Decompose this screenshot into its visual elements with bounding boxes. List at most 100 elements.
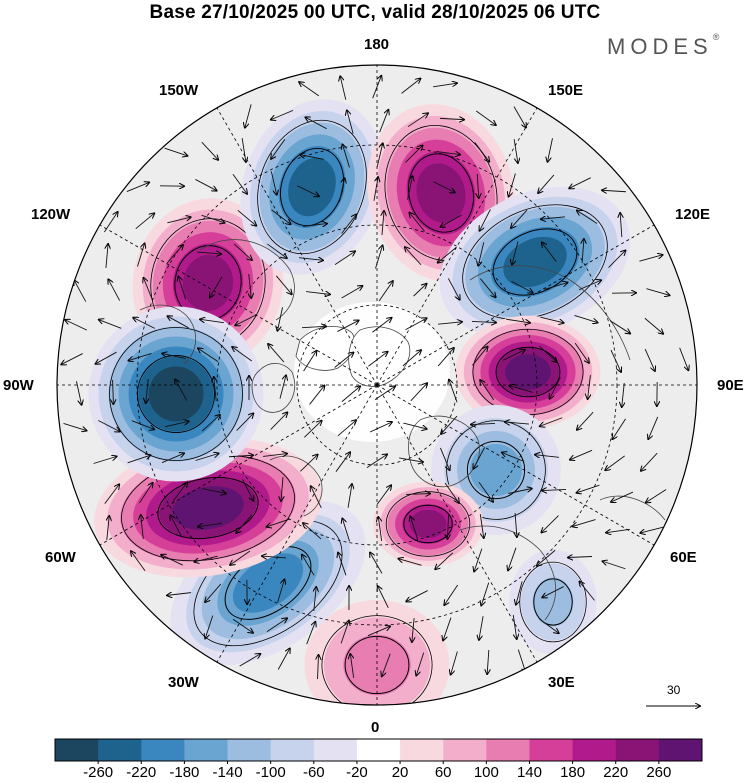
wind-arrow (646, 288, 669, 296)
wind-arrow (378, 517, 383, 541)
wind-arrow (609, 320, 630, 334)
wind-arrow (99, 320, 122, 329)
colorbar-swatch (486, 739, 530, 761)
wind-arrow (299, 82, 320, 97)
wind-arrow (304, 421, 321, 438)
wind-arrow (382, 211, 384, 235)
wind-arrow (106, 244, 108, 268)
wind-arrow (438, 322, 462, 324)
wind-arrow (474, 548, 483, 572)
wind-arrow (168, 316, 189, 329)
colorbar-swatch (400, 739, 444, 761)
wind-arrow (447, 278, 459, 299)
wind-arrow (63, 423, 87, 430)
wind-vectors (61, 76, 688, 680)
wind-arrow (214, 377, 216, 401)
lon-label-180: 180 (364, 36, 390, 53)
wind-arrow (603, 561, 626, 570)
wind-arrow (542, 489, 567, 490)
brand-name: MODES (607, 34, 713, 59)
wind-arrow (300, 155, 324, 160)
anomaly-trough-caspian (509, 549, 597, 655)
wind-arrow (582, 239, 584, 263)
meridian-line (376, 107, 538, 386)
wind-arrow (167, 593, 191, 596)
wind-arrow (612, 418, 626, 439)
wind-arrow (341, 386, 360, 403)
wind-arrow (210, 276, 223, 298)
wind-arrow (305, 117, 327, 130)
latitude-circle (216, 224, 538, 546)
wind-arrow (337, 320, 358, 332)
wind-arrow (270, 412, 288, 430)
colorbar-tick-label: 100 (473, 764, 499, 781)
wind-arrow (516, 581, 523, 604)
colorbar-swatch (443, 739, 487, 761)
wind-arrow (541, 217, 565, 219)
wind-arrow (347, 484, 352, 508)
wind-arrow (648, 416, 659, 439)
wind-arrow (538, 345, 557, 362)
wind-arrow (405, 247, 422, 266)
colorbar-tick-label: -220 (126, 764, 157, 781)
colorbar-tick-label: -60 (302, 764, 325, 781)
wind-arrow (335, 452, 350, 472)
isoline (157, 476, 259, 540)
wind-arrow (569, 177, 591, 189)
wind-arrow (568, 556, 593, 557)
wind-arrow (230, 550, 251, 565)
wind-arrow (236, 413, 254, 431)
wind-arrow (74, 280, 87, 302)
wind-arrow (535, 455, 559, 458)
wind-arrow (373, 177, 378, 201)
wind-arrow (515, 512, 517, 537)
wind-arrow (412, 618, 414, 642)
wind-arrow (511, 280, 532, 292)
lon-label-90w: 90W (3, 377, 34, 394)
wind-arrow (369, 422, 392, 433)
wind-arrow (475, 110, 496, 125)
wind-arrow (401, 79, 421, 94)
wind-arrow (472, 347, 487, 366)
colorbar-tick-label: 180 (560, 764, 586, 781)
wind-arrow (410, 517, 419, 540)
wind-arrow (473, 447, 485, 468)
wind-arrow (444, 584, 459, 605)
wind-arrow (127, 455, 151, 464)
lon-label-150e: 150E (548, 82, 584, 99)
wind-arrow (398, 559, 422, 566)
anomaly-level (505, 354, 551, 390)
wind-arrow (433, 83, 457, 88)
wind-arrow (340, 621, 349, 644)
wind-arrow (611, 491, 634, 502)
wind-arrow (574, 315, 598, 322)
anomaly-level (232, 553, 304, 613)
wind-arrow (403, 422, 426, 429)
colorbar-swatch (313, 739, 358, 761)
wind-arrow (570, 449, 593, 459)
wind-arrow (409, 213, 425, 232)
wind-arrow (444, 482, 459, 503)
wind-arrow (166, 245, 183, 264)
isoline (408, 153, 474, 233)
wind-arrow (302, 555, 315, 576)
wind-arrow (542, 242, 557, 262)
anomaly-level (343, 634, 411, 696)
isoline (109, 327, 243, 461)
colorbar-swatch (184, 739, 229, 761)
wind-arrow (303, 351, 317, 372)
anomaly-level (503, 236, 567, 288)
wind-arrow (201, 415, 220, 432)
wind-arrow (135, 213, 154, 230)
wind-arrow (503, 350, 525, 361)
wind-arrow (202, 488, 225, 494)
wind-arrow (513, 106, 526, 128)
wind-arrow (337, 420, 356, 437)
wind-arrow (513, 139, 518, 163)
wind-arrow (368, 352, 387, 367)
wind-arrow (540, 316, 563, 323)
wind-arrow (579, 582, 595, 601)
map-border (56, 64, 698, 706)
wind-arrow (198, 522, 222, 526)
wind-arrow (572, 519, 596, 527)
